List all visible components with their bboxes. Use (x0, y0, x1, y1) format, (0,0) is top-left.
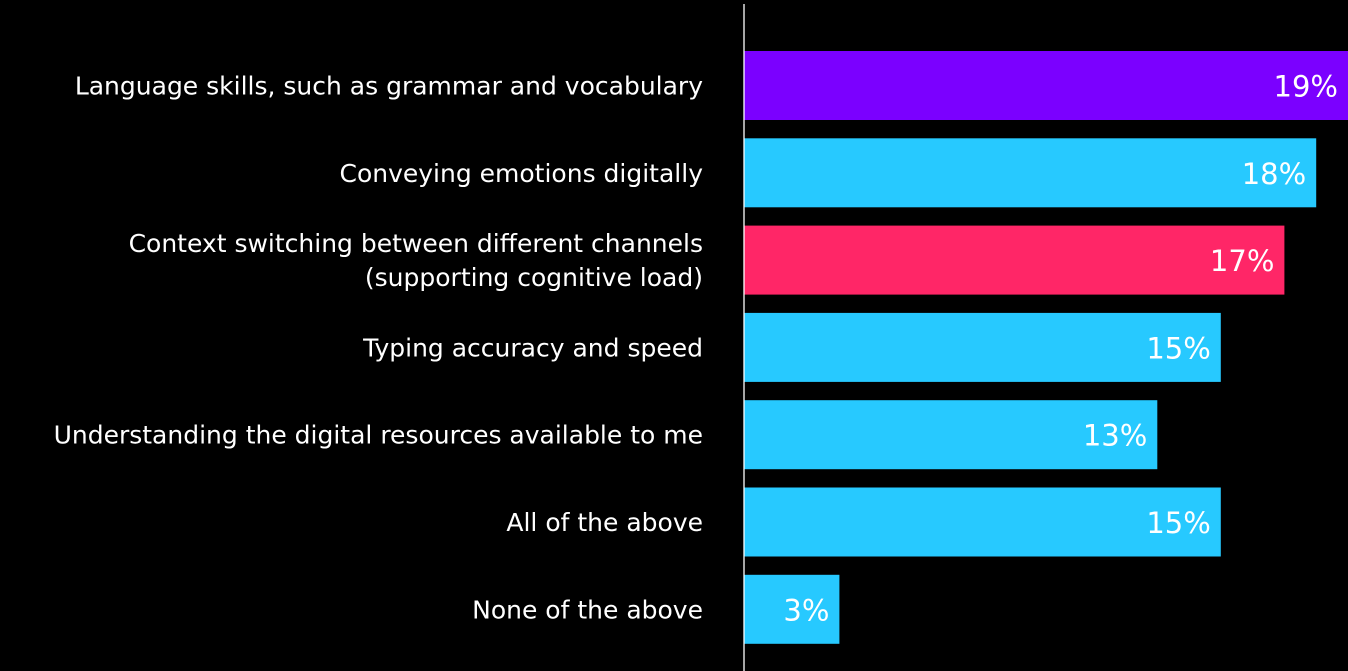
value-label-6: 15% (1146, 506, 1210, 540)
category-label-7: None of the above (472, 595, 703, 624)
category-label-line: Understanding the digital resources avai… (54, 421, 703, 450)
category-label-line: Context switching between different chan… (129, 229, 703, 258)
bar-5 (744, 400, 1158, 470)
value-label-5: 13% (1083, 419, 1147, 453)
category-label-line: Typing accuracy and speed (362, 333, 703, 362)
bar-7 (744, 574, 840, 644)
category-label-line: (supporting cognitive load) (365, 263, 703, 292)
category-label-line: Language skills, such as grammar and voc… (75, 72, 703, 101)
category-label-6: All of the above (506, 508, 703, 537)
value-label-1: 19% (1274, 70, 1338, 104)
category-label-line: None of the above (472, 595, 703, 624)
category-label-line: All of the above (506, 508, 703, 537)
value-label-4: 15% (1146, 331, 1210, 365)
value-labels: 19% 18% 17% 15% 13% 15% 3% (783, 70, 1338, 628)
category-label-line: Conveying emotions digitally (339, 159, 703, 188)
bar-4 (744, 312, 1221, 382)
category-label-2: Conveying emotions digitally (339, 159, 703, 188)
category-label-1: Language skills, such as grammar and voc… (75, 72, 703, 101)
bar-3 (744, 225, 1285, 295)
category-label-3: Context switching between different chan… (129, 229, 703, 292)
category-label-4: Typing accuracy and speed (362, 333, 703, 362)
category-labels: Language skills, such as grammar and voc… (54, 72, 704, 625)
bar-2 (744, 138, 1317, 208)
bar-1 (744, 51, 1348, 120)
bars-layer (744, 51, 1348, 644)
category-label-5: Understanding the digital resources avai… (54, 421, 703, 450)
value-label-3: 17% (1210, 244, 1274, 278)
bar-6 (744, 487, 1221, 557)
value-label-7: 3% (783, 593, 829, 627)
value-label-2: 18% (1242, 157, 1306, 191)
